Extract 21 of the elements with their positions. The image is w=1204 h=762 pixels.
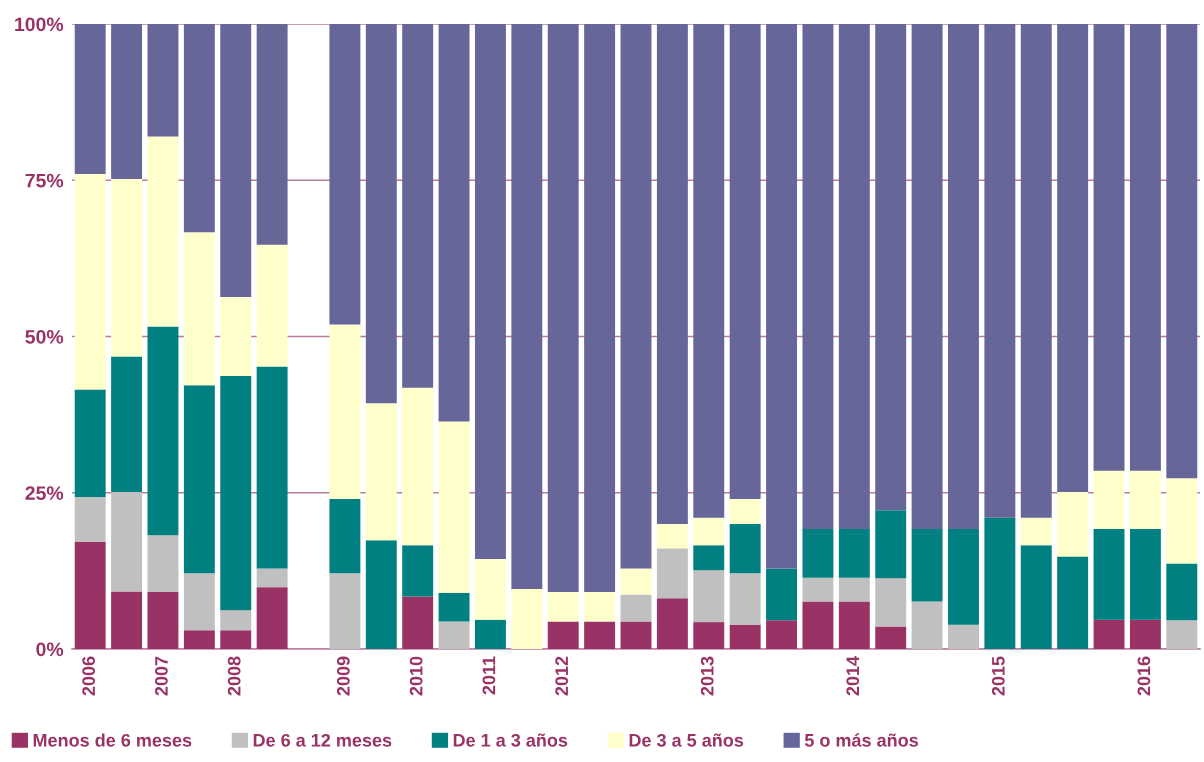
x-tick-label: 2006 — [82, 656, 96, 696]
legend-label: Menos de 6 meses — [33, 733, 192, 747]
x-tick-label: 2013 — [700, 656, 714, 696]
y-tick-label: 25% — [25, 486, 64, 500]
x-tick-label: 2011 — [482, 656, 496, 695]
legend-label: De 1 a 3 años — [453, 733, 568, 747]
x-tick-label: 2014 — [846, 656, 860, 696]
x-tick-label: 2010 — [409, 656, 423, 696]
y-tick-label: 100% — [15, 17, 64, 32]
x-tick-label: 2008 — [227, 656, 241, 696]
legend-label: De 6 a 12 meses — [253, 733, 392, 747]
x-tick-label: 2009 — [336, 656, 350, 696]
x-tick-label: 2015 — [991, 656, 1005, 696]
x-tick-label: 2007 — [155, 656, 168, 696]
y-tick-label: 50% — [25, 329, 64, 344]
x-tick-label: 2016 — [1137, 656, 1151, 696]
x-tick-label: 2012 — [555, 656, 569, 696]
y-tick-label: 75% — [25, 173, 64, 188]
legend-label: De 3 a 5 años — [629, 733, 744, 747]
y-tick-label: 0% — [36, 642, 64, 657]
legend-label: 5 o más años — [804, 733, 918, 747]
